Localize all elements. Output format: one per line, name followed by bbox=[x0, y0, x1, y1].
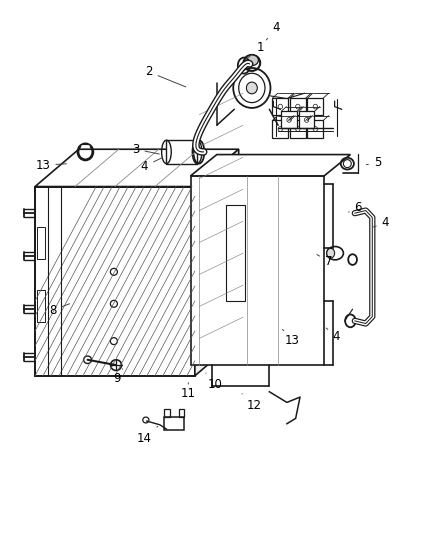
Text: 5: 5 bbox=[366, 156, 381, 169]
Text: 14: 14 bbox=[137, 426, 158, 445]
Text: 4: 4 bbox=[141, 158, 162, 173]
Text: 3: 3 bbox=[132, 143, 159, 156]
Ellipse shape bbox=[327, 248, 335, 258]
Bar bbox=[307, 98, 323, 115]
Polygon shape bbox=[191, 176, 324, 365]
Ellipse shape bbox=[110, 301, 117, 307]
Bar bbox=[272, 120, 288, 138]
Text: 6: 6 bbox=[349, 201, 362, 214]
Bar bbox=[272, 98, 288, 115]
Polygon shape bbox=[191, 155, 350, 176]
Bar bbox=[307, 120, 323, 138]
Text: 11: 11 bbox=[181, 383, 196, 400]
Bar bbox=[226, 205, 245, 301]
Text: 4: 4 bbox=[373, 216, 389, 229]
Text: 12: 12 bbox=[242, 394, 261, 411]
Text: 13: 13 bbox=[283, 329, 300, 346]
Text: 10: 10 bbox=[206, 373, 222, 391]
Text: 13: 13 bbox=[35, 159, 67, 172]
Bar bbox=[164, 409, 170, 417]
Polygon shape bbox=[35, 187, 195, 376]
Text: 4: 4 bbox=[266, 21, 280, 40]
Ellipse shape bbox=[110, 338, 117, 344]
Text: 2: 2 bbox=[145, 66, 186, 87]
Bar bbox=[164, 417, 184, 430]
Bar bbox=[179, 409, 184, 417]
Bar bbox=[290, 98, 306, 115]
Bar bbox=[37, 290, 45, 322]
Polygon shape bbox=[35, 149, 239, 187]
Text: 8: 8 bbox=[49, 304, 70, 317]
Bar bbox=[299, 111, 314, 128]
Ellipse shape bbox=[110, 360, 121, 370]
Text: 1: 1 bbox=[245, 42, 265, 60]
Ellipse shape bbox=[246, 82, 257, 94]
Bar bbox=[166, 140, 197, 164]
Polygon shape bbox=[195, 149, 239, 376]
Ellipse shape bbox=[245, 55, 258, 66]
Ellipse shape bbox=[110, 269, 117, 275]
Text: 7: 7 bbox=[317, 255, 332, 268]
Bar bbox=[37, 227, 45, 259]
Bar bbox=[281, 111, 297, 128]
Text: 4: 4 bbox=[326, 328, 340, 343]
Text: 9: 9 bbox=[113, 369, 123, 385]
Bar bbox=[290, 120, 306, 138]
